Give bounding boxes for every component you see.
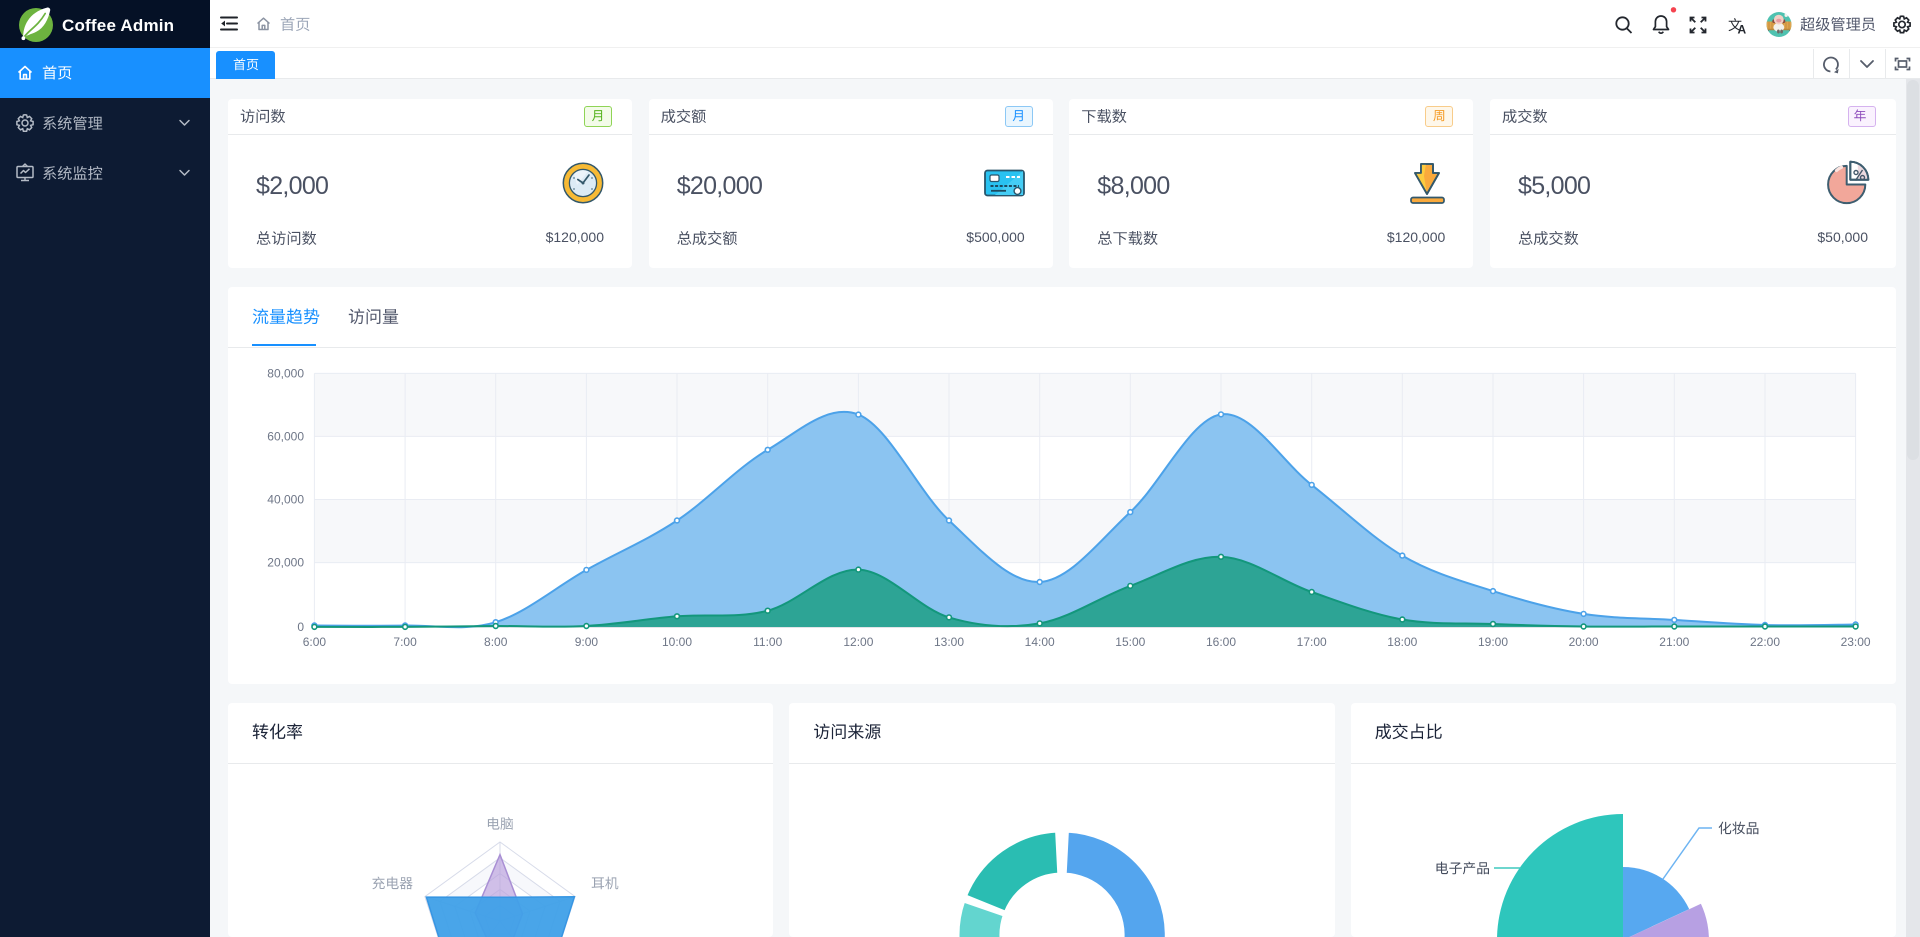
svg-text:A: A xyxy=(1738,23,1747,37)
svg-text:15:00: 15:00 xyxy=(1115,635,1145,649)
svg-text:80,000: 80,000 xyxy=(267,366,304,380)
svg-text:0: 0 xyxy=(297,620,304,634)
svg-text:8:00: 8:00 xyxy=(484,635,508,649)
svg-text:19:00: 19:00 xyxy=(1478,635,1508,649)
svg-text:18:00: 18:00 xyxy=(1387,635,1417,649)
svg-text:9:00: 9:00 xyxy=(575,635,599,649)
svg-text:22:00: 22:00 xyxy=(1750,635,1780,649)
svg-text:10:00: 10:00 xyxy=(662,635,692,649)
svg-text:60,000: 60,000 xyxy=(267,429,304,443)
svg-text:20:00: 20:00 xyxy=(1569,635,1599,649)
svg-text:6:00: 6:00 xyxy=(303,635,327,649)
svg-text:16:00: 16:00 xyxy=(1206,635,1236,649)
svg-text:7:00: 7:00 xyxy=(393,635,417,649)
svg-text:17:00: 17:00 xyxy=(1297,635,1327,649)
svg-text:20,000: 20,000 xyxy=(267,556,304,570)
svg-text:23:00: 23:00 xyxy=(1841,635,1871,649)
svg-text:40,000: 40,000 xyxy=(267,493,304,507)
svg-text:11:00: 11:00 xyxy=(753,635,782,649)
svg-text:21:00: 21:00 xyxy=(1659,635,1689,649)
svg-text:13:00: 13:00 xyxy=(934,635,964,649)
svg-text:14:00: 14:00 xyxy=(1025,635,1055,649)
svg-text:12:00: 12:00 xyxy=(843,635,873,649)
